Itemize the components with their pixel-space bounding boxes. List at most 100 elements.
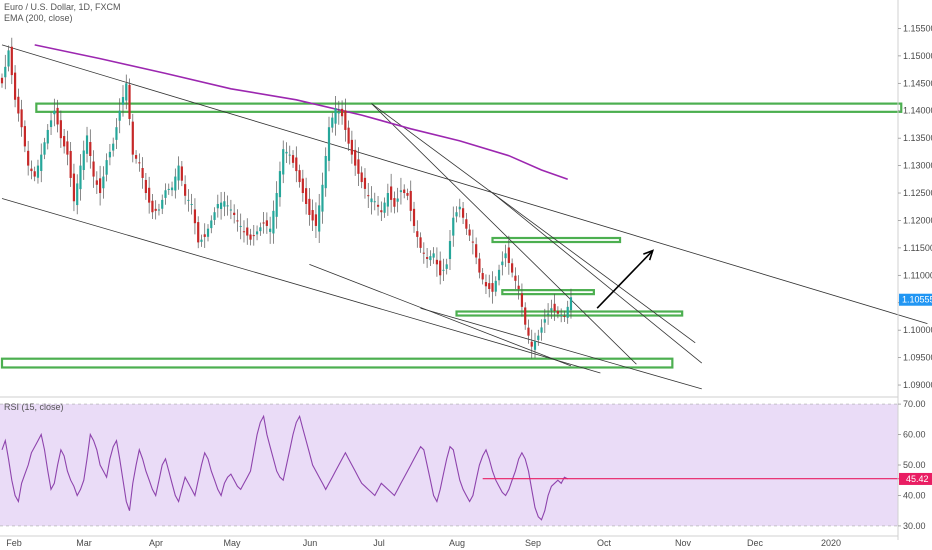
candle [7,50,10,67]
candle [72,173,76,202]
candle [497,269,501,281]
candle [419,237,422,248]
x-tick-label: Sep [525,538,541,548]
candle [314,214,318,226]
candle [249,234,252,240]
candle [553,303,556,311]
x-tick-label: Nov [675,538,692,548]
candle [115,127,118,140]
candle [396,198,399,202]
candle [291,155,295,163]
candle [520,293,524,307]
y-tick-label: 1.12000 [903,215,932,225]
candle [76,183,79,206]
candle [370,198,373,203]
candle [475,244,478,258]
candle [79,165,82,190]
candle [108,151,112,158]
candle [422,252,425,254]
candle [350,139,353,155]
candle [17,96,20,114]
x-tick-label: 2020 [821,538,841,548]
ema-legend: EMA (200, close) [4,13,73,23]
x-tick-label: Apr [149,538,163,548]
candle [66,141,69,155]
rsi-line [1,414,568,521]
candle [324,156,327,189]
candle [566,306,569,318]
candle [298,170,301,183]
candle [386,193,389,207]
candle [530,341,533,347]
candle [102,176,105,189]
zone-resistance-1.140 [35,102,903,113]
candle [229,209,232,211]
candle [184,184,187,196]
candle [157,209,161,211]
trendline-wedge-low [420,307,702,390]
candle [461,208,465,218]
candle [69,150,72,178]
candle [347,127,350,144]
candle [56,107,59,125]
y-tick-label: 1.09500 [903,353,932,363]
candle [265,220,268,226]
forecast-arrow [596,250,654,309]
candle [501,261,504,266]
candle [187,199,190,201]
candle [455,212,458,217]
candle [105,160,108,175]
candle [128,84,131,119]
candle [478,258,481,273]
candle [409,190,412,211]
candle [219,202,223,209]
candle [517,285,520,290]
candle [134,155,138,159]
candle [180,166,183,181]
candle [344,110,347,130]
candle [403,189,406,194]
x-tick-label: May [223,538,241,548]
candle [239,225,242,227]
candle [288,154,291,156]
candle [246,227,249,236]
candle [340,108,344,117]
rsi-y-tick-label: 40.00 [903,490,926,500]
candle [471,241,474,243]
candle [89,142,92,156]
last-price-label: 1.10555 [902,295,932,305]
candle [213,212,216,220]
candle [216,204,219,209]
candle [380,210,383,213]
zone-support-1.094 [0,357,674,369]
candle [82,150,85,171]
candle [432,253,435,258]
rsi-y-tick-label: 50.00 [903,460,926,470]
candle [537,335,540,340]
candle [252,235,255,237]
candle [383,202,386,213]
x-tick-label: Jul [373,538,385,548]
candle [285,151,288,154]
candle [236,220,239,222]
candle [223,201,226,207]
candle [527,327,530,336]
candle [259,227,262,232]
candle [504,253,507,259]
candle [20,109,23,128]
candle [118,110,121,121]
arrow-head [643,249,655,261]
y-tick-label: 1.15000 [903,51,932,61]
candle [167,188,170,190]
candle [452,217,455,236]
candle [46,129,49,144]
candle [148,187,151,203]
trendline-wedge-bottom [309,263,572,367]
candle [357,159,360,174]
y-tick-label: 1.13000 [903,161,932,171]
rsi-y-tick-label: 60.00 [903,430,926,440]
trendline-channel-bottom [1,198,601,374]
candle [295,157,298,172]
candle [327,127,331,161]
